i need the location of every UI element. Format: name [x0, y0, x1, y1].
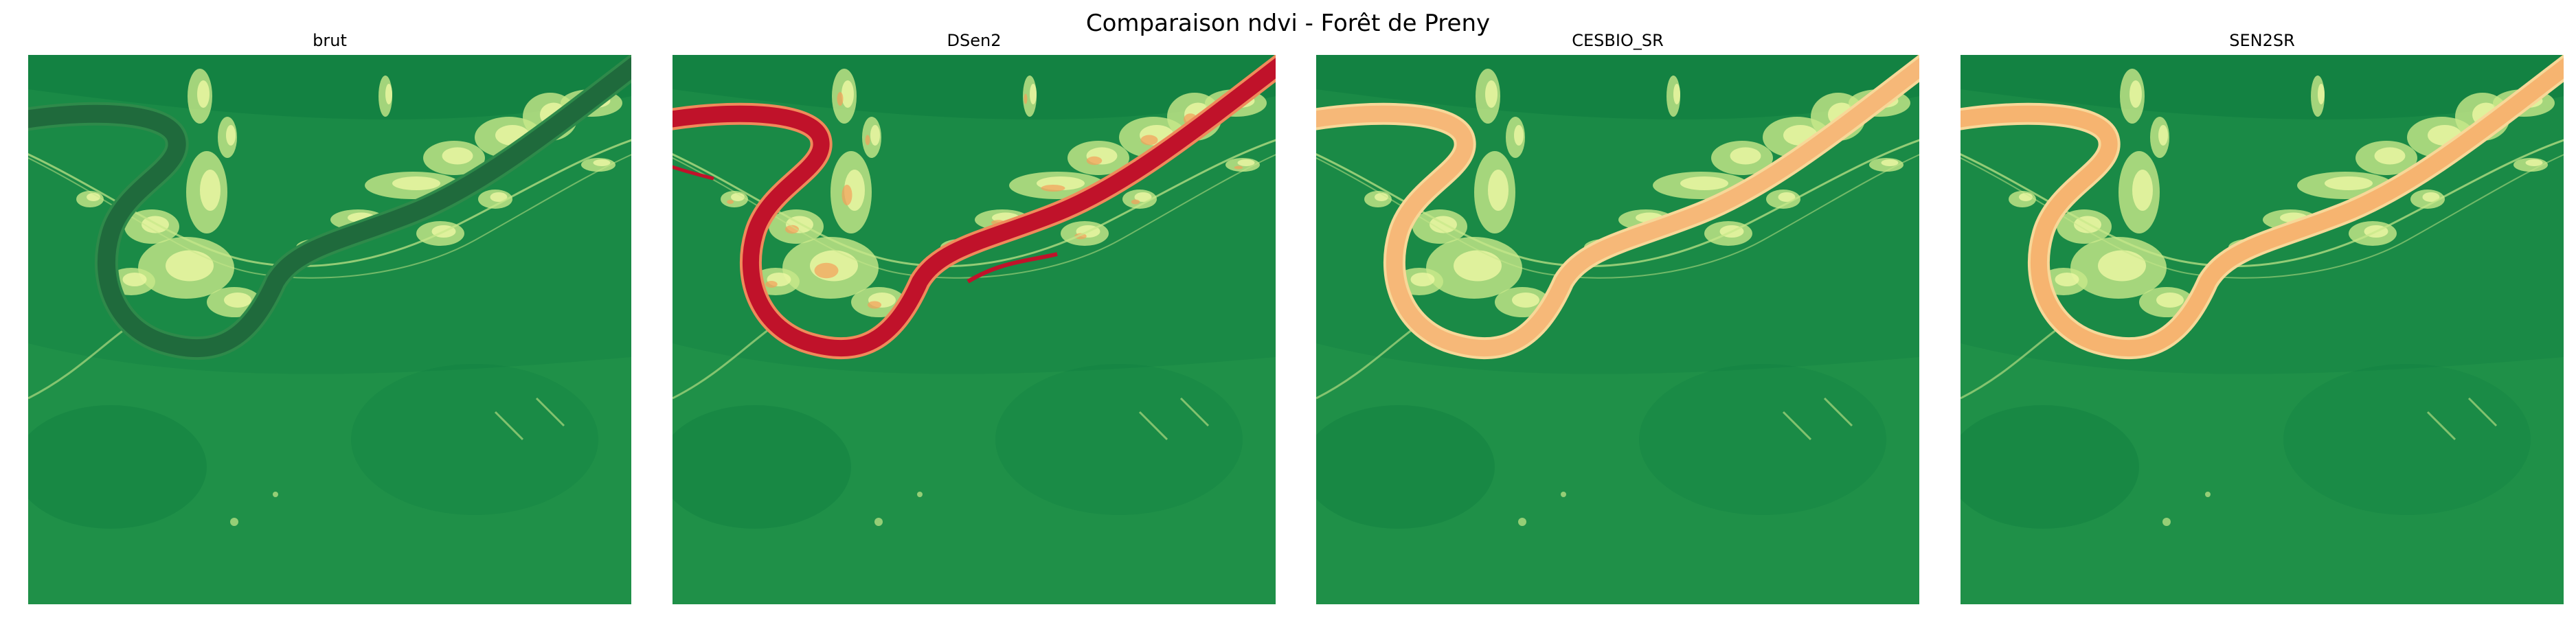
panel-title-brut: brut: [313, 31, 347, 50]
figure-title: Comparaison ndvi - Forêt de Preny: [1085, 10, 1491, 37]
ndvi-image-brut: [28, 55, 631, 604]
panel-title-cesbio-sr: CESBIO_SR: [1572, 31, 1664, 50]
ndvi-image-dsen2: [673, 55, 1276, 604]
panel-title-sen2sr: SEN2SR: [2229, 31, 2295, 50]
panel-title-dsen2: DSen2: [947, 31, 1002, 50]
ndvi-image-sen2sr: [1961, 55, 2564, 604]
ndvi-image-cesbio-sr: [1316, 55, 1919, 604]
